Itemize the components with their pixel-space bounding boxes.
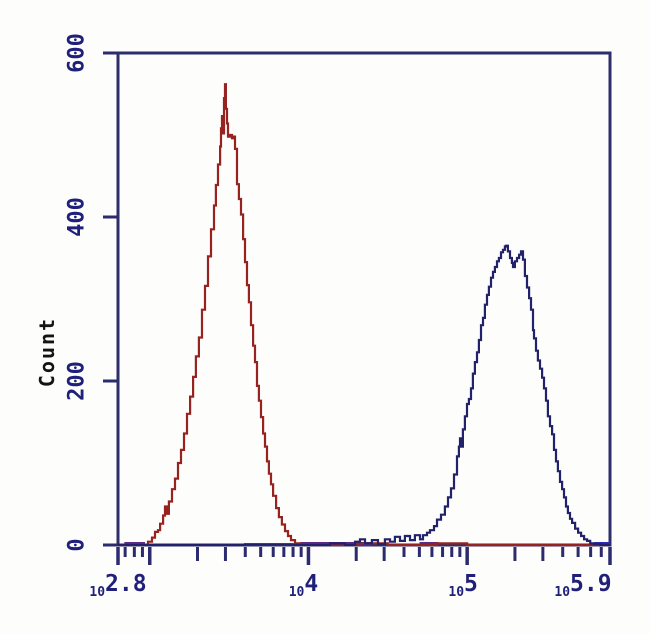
y-axis-title: Count xyxy=(35,316,59,388)
x-tick-label: 104 xyxy=(289,571,319,600)
red-histogram-curve xyxy=(118,83,610,547)
y-tick-label: 600 xyxy=(65,33,90,73)
blue-histogram-curve xyxy=(118,244,610,547)
x-tick-label: 105.9 xyxy=(554,571,611,600)
x-tick-label: 105 xyxy=(448,571,478,600)
plot-frame xyxy=(116,51,612,547)
y-tick-label: 400 xyxy=(65,197,90,237)
x-tick-label: 102.8 xyxy=(89,571,146,600)
y-tick-label: 0 xyxy=(65,538,90,551)
y-tick-label: 200 xyxy=(65,361,90,401)
